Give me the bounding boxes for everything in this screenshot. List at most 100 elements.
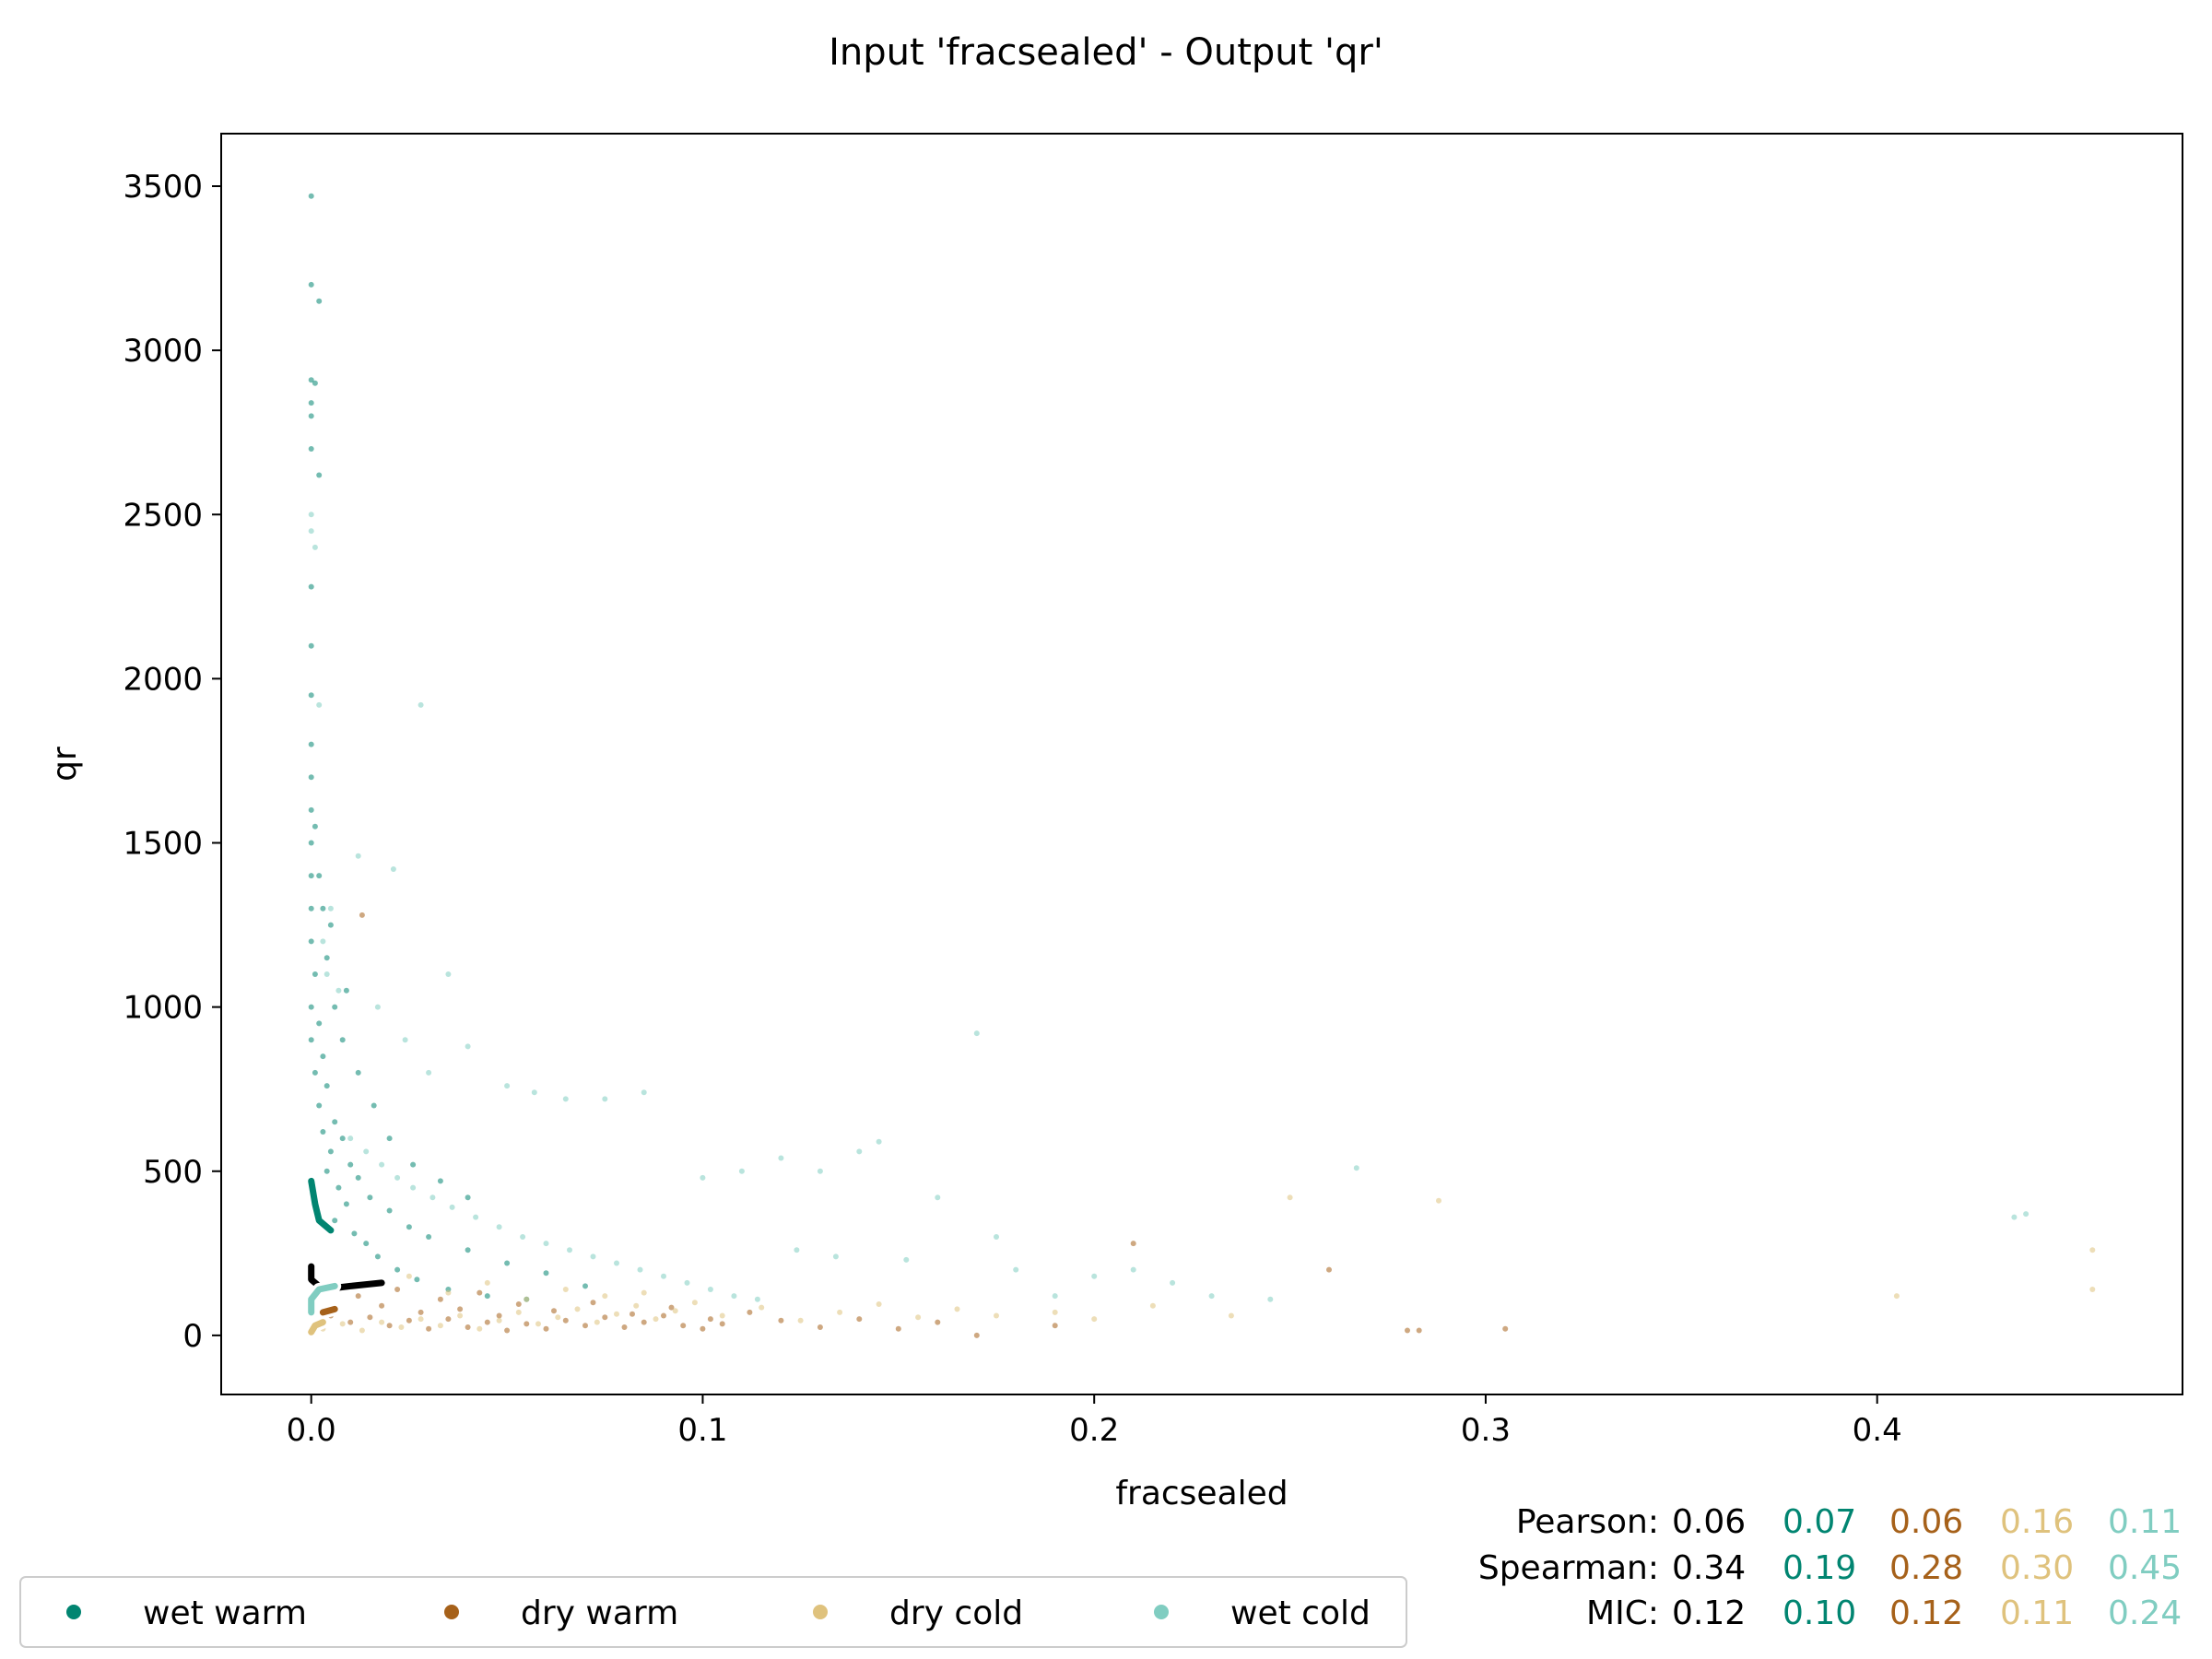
point-wet-warm-56 bbox=[339, 1037, 346, 1043]
stats-value: 0.34 bbox=[1672, 1549, 1746, 1587]
point-wet-warm-39 bbox=[406, 1224, 412, 1230]
point-dry-warm-8 bbox=[484, 1319, 490, 1325]
point-dry-cold-6 bbox=[437, 1323, 443, 1329]
stats-value: 0.07 bbox=[1783, 1503, 1856, 1541]
point-wet-warm-42 bbox=[363, 1241, 370, 1247]
point-dry-cold-23 bbox=[837, 1309, 843, 1315]
point-dry-warm-32 bbox=[1502, 1325, 1509, 1332]
point-wet-warm-8 bbox=[316, 472, 323, 478]
x-tick-label: 0.3 bbox=[1461, 1412, 1511, 1449]
point-wet-warm-63 bbox=[312, 823, 318, 830]
point-dry-warm-19 bbox=[700, 1325, 706, 1332]
point-wet-cold-33 bbox=[1130, 1266, 1136, 1273]
point-dry-warm-23 bbox=[856, 1316, 863, 1323]
point-wet-cold-60 bbox=[794, 1247, 800, 1253]
point-wet-warm-29 bbox=[339, 1135, 346, 1142]
point-dry-warm-17 bbox=[661, 1312, 666, 1319]
point-dry-warm-22 bbox=[817, 1324, 823, 1330]
y-tick-label: 2500 bbox=[123, 497, 203, 534]
point-wet-cold-0 bbox=[308, 512, 314, 518]
point-dry-cold-3 bbox=[379, 1319, 385, 1325]
point-wet-warm-47 bbox=[543, 1270, 549, 1277]
trend-line-wet-cold bbox=[308, 1282, 338, 1316]
point-wet-cold-54 bbox=[637, 1266, 643, 1273]
stats-value: 0.19 bbox=[1783, 1549, 1856, 1587]
point-wet-warm-65 bbox=[327, 922, 334, 928]
point-wet-cold-41 bbox=[363, 1148, 370, 1155]
legend: wet warm dry warm dry cold wet cold bbox=[19, 1576, 1407, 1648]
point-dry-warm-33 bbox=[355, 1293, 361, 1300]
point-wet-cold-26 bbox=[856, 1148, 863, 1155]
x-tick-label: 0.0 bbox=[287, 1412, 336, 1449]
point-wet-cold-43 bbox=[394, 1174, 401, 1181]
point-dry-cold-35 bbox=[1287, 1194, 1293, 1201]
point-dry-warm-21 bbox=[778, 1317, 784, 1324]
point-dry-warm-48 bbox=[747, 1309, 753, 1315]
legend-marker-dry-cold bbox=[813, 1605, 828, 1619]
point-wet-cold-2 bbox=[312, 544, 318, 550]
point-dry-warm-34 bbox=[379, 1302, 385, 1309]
point-dry-warm-24 bbox=[895, 1325, 901, 1332]
point-dry-warm-39 bbox=[477, 1289, 483, 1296]
point-dry-cold-31 bbox=[1228, 1312, 1234, 1319]
legend-marker-dry-warm bbox=[444, 1605, 459, 1619]
legend-box bbox=[19, 1576, 1407, 1648]
series-wet-warm bbox=[308, 193, 588, 1302]
point-dry-cold-4 bbox=[398, 1324, 405, 1330]
point-dry-warm-47 bbox=[707, 1316, 713, 1323]
point-wet-cold-24 bbox=[778, 1155, 784, 1161]
point-wet-warm-66 bbox=[343, 987, 349, 994]
point-wet-cold-59 bbox=[754, 1296, 760, 1302]
point-dry-cold-22 bbox=[797, 1317, 804, 1324]
point-dry-cold-18 bbox=[672, 1308, 678, 1314]
x-axis: 0.0 0.1 0.2 0.3 0.4 bbox=[287, 1394, 1902, 1449]
trend-line-wet-warm bbox=[308, 1177, 335, 1234]
point-dry-warm-36 bbox=[418, 1309, 424, 1315]
point-dry-warm-18 bbox=[680, 1323, 687, 1329]
point-dry-warm-38 bbox=[457, 1306, 464, 1312]
point-wet-warm-0 bbox=[308, 193, 314, 199]
point-wet-cold-21 bbox=[973, 1030, 980, 1037]
point-dry-cold-14 bbox=[594, 1319, 600, 1325]
point-dry-warm-28 bbox=[1130, 1241, 1136, 1247]
point-wet-warm-11 bbox=[308, 692, 314, 699]
series-dry-cold bbox=[320, 1194, 2096, 1334]
point-wet-warm-38 bbox=[332, 1218, 338, 1224]
point-dry-warm-6 bbox=[445, 1316, 452, 1323]
point-wet-warm-33 bbox=[355, 1174, 361, 1181]
legend-label-wet-cold: wet cold bbox=[1230, 1594, 1371, 1632]
point-wet-warm-58 bbox=[371, 1102, 377, 1109]
point-wet-cold-17 bbox=[531, 1089, 537, 1096]
point-dry-warm-41 bbox=[515, 1301, 522, 1307]
chart-title: Input 'fracsealed' - Output 'qr' bbox=[829, 31, 1383, 74]
y-tick-label: 3500 bbox=[123, 169, 203, 206]
point-wet-warm-43 bbox=[465, 1247, 471, 1253]
point-wet-warm-40 bbox=[351, 1230, 358, 1237]
point-wet-warm-7 bbox=[308, 446, 314, 452]
point-wet-cold-49 bbox=[520, 1234, 526, 1240]
scatter-points bbox=[308, 193, 2096, 1338]
point-wet-cold-40 bbox=[347, 1135, 354, 1142]
point-wet-warm-18 bbox=[308, 938, 314, 945]
point-wet-warm-1 bbox=[308, 281, 314, 288]
point-wet-cold-1 bbox=[308, 528, 314, 535]
point-dry-warm-11 bbox=[543, 1325, 549, 1332]
point-dry-cold-34 bbox=[2089, 1287, 2096, 1292]
point-dry-cold-33 bbox=[2089, 1247, 2096, 1253]
point-wet-warm-12 bbox=[308, 741, 314, 747]
point-dry-cold-15 bbox=[614, 1311, 619, 1317]
point-wet-cold-28 bbox=[935, 1194, 941, 1201]
point-wet-warm-54 bbox=[324, 955, 330, 961]
point-dry-cold-26 bbox=[954, 1306, 960, 1312]
point-wet-warm-61 bbox=[437, 1178, 443, 1184]
point-wet-warm-27 bbox=[332, 1119, 338, 1125]
y-tick-label: 1500 bbox=[123, 826, 203, 863]
stats-value: 0.45 bbox=[2108, 1549, 2182, 1587]
y-tick-label: 500 bbox=[143, 1154, 203, 1191]
point-dry-cold-41 bbox=[524, 1296, 530, 1302]
point-wet-warm-44 bbox=[374, 1253, 381, 1260]
point-dry-cold-39 bbox=[445, 1289, 452, 1296]
legend-label-dry-cold: dry cold bbox=[889, 1594, 1023, 1632]
point-wet-warm-60 bbox=[410, 1161, 417, 1168]
